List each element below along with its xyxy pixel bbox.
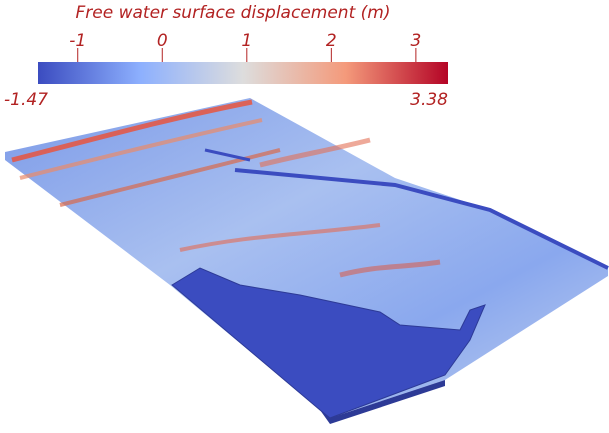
colorbar: Free water surface displacement (m) -1 0 1… bbox=[4, 3, 448, 110]
tick-label: 3 bbox=[410, 31, 421, 51]
tick-label: 2 bbox=[326, 31, 337, 51]
tick-label: 1 bbox=[241, 31, 252, 51]
surface-render bbox=[5, 98, 608, 424]
tick-label: 0 bbox=[157, 31, 168, 51]
page: Free water surface displacement (m) -1 0 1… bbox=[0, 0, 609, 429]
tick-label: -1 bbox=[69, 31, 86, 51]
figure: Free water surface displacement (m) -1 0 1… bbox=[0, 0, 609, 429]
colorbar-title: Free water surface displacement (m) bbox=[76, 3, 391, 23]
range-min-label: -1.47 bbox=[4, 90, 48, 110]
colorbar-scale bbox=[38, 62, 448, 84]
range-max-label: 3.38 bbox=[410, 90, 448, 110]
